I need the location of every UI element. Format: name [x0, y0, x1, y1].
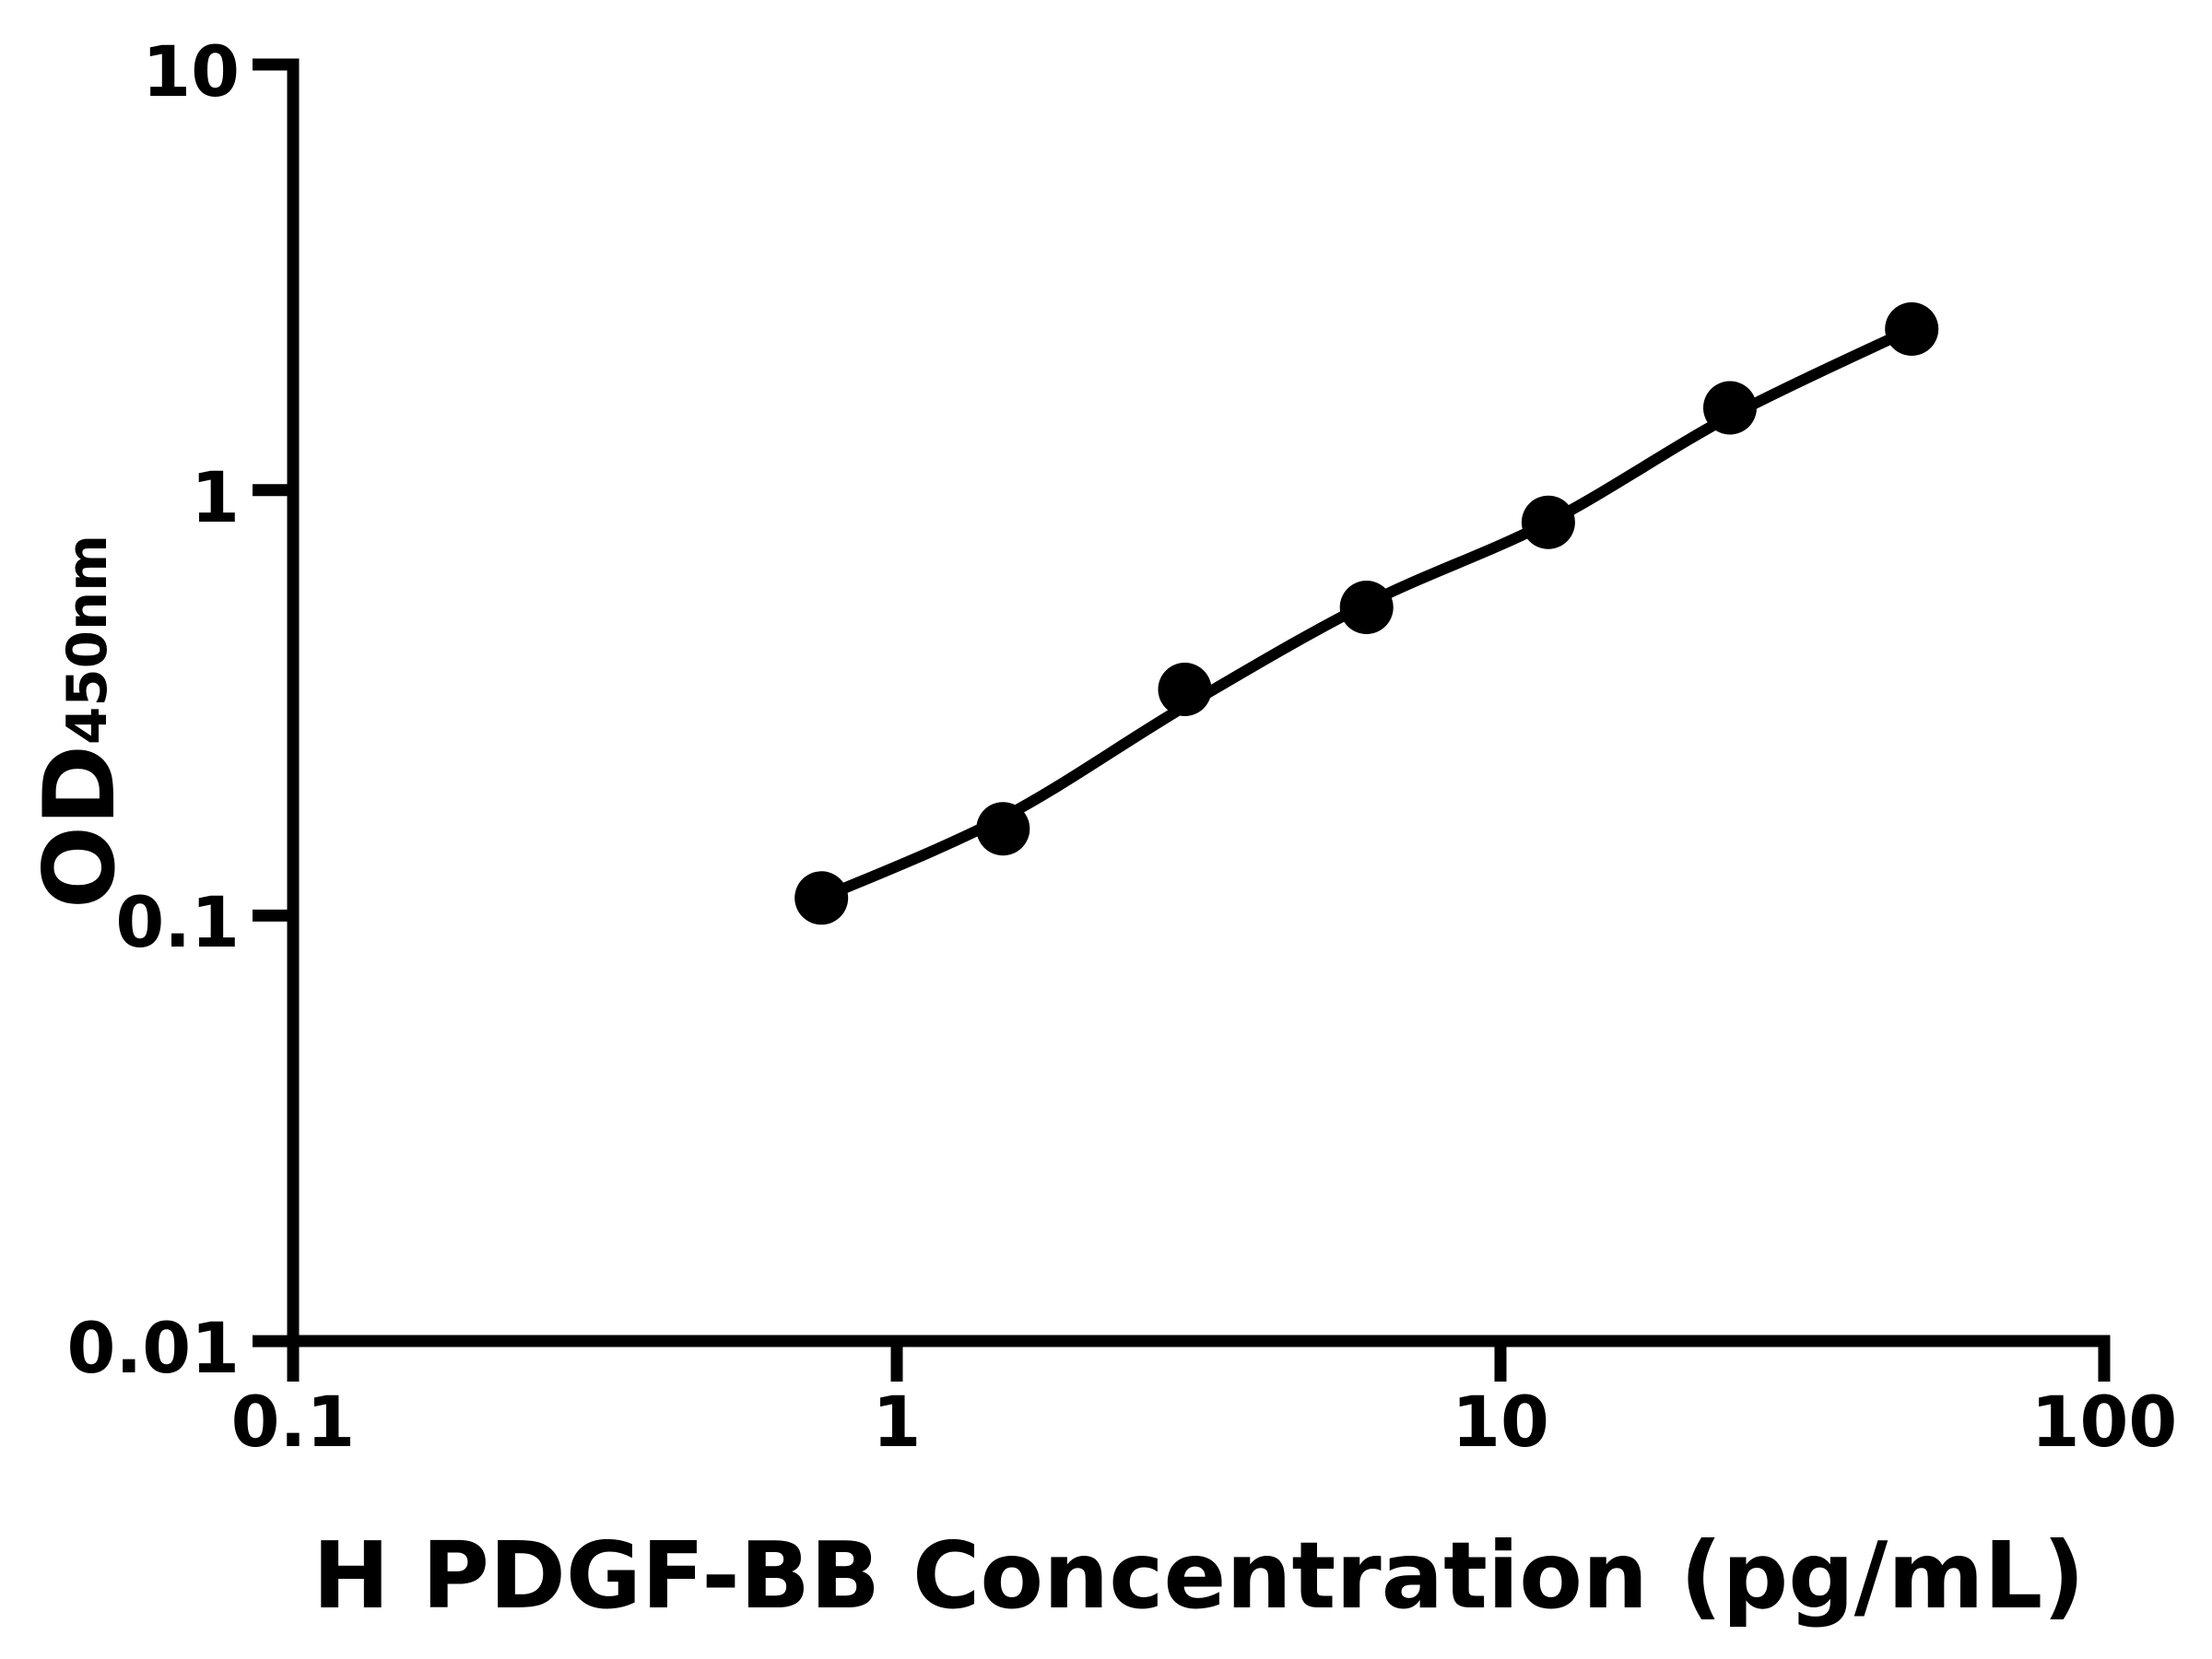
y-tick-label-0.1: 0.1: [115, 881, 240, 964]
x-tick-label-0.1: 0.1: [230, 1381, 356, 1463]
data-point-2: [1158, 663, 1212, 716]
y-tick-label-10: 10: [142, 30, 240, 112]
y-axis-title-main: OD: [23, 744, 136, 910]
x-axis-title-text: H PDGF-BB Concentration (pg/mL): [312, 1522, 2085, 1630]
x-tick-label-100: 100: [2030, 1381, 2178, 1463]
x-tick-label-1: 1: [872, 1381, 922, 1463]
x-axis-title: H PDGF-BB Concentration (pg/mL): [312, 1530, 2085, 1622]
data-point-1: [976, 802, 1030, 856]
x-tick-label-10: 10: [1452, 1381, 1549, 1463]
data-point-0: [794, 871, 849, 925]
y-axis-title: OD450nm: [23, 534, 136, 909]
data-point-6: [1885, 302, 1939, 356]
data-point-3: [1339, 581, 1394, 634]
y-tick-label-1: 1: [191, 455, 240, 538]
data-point-4: [1521, 495, 1575, 549]
y-tick-label-0.01: 0.01: [66, 1307, 240, 1390]
data-point-5: [1703, 381, 1757, 435]
y-axis-title-subscript: 450nm: [55, 534, 119, 745]
